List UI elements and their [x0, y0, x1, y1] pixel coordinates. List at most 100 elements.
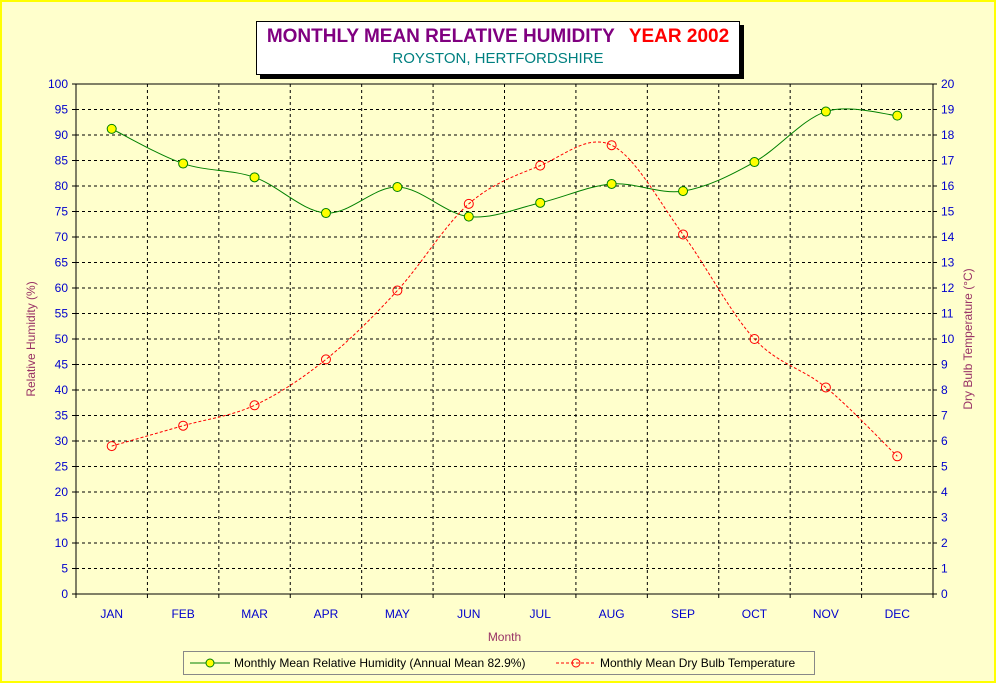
humidity-point [820, 106, 831, 117]
legend: Monthly Mean Relative Humidity (Annual M… [183, 651, 815, 675]
y-tick-label: 70 [55, 230, 69, 244]
temperature-point [749, 334, 760, 344]
temperature-point [178, 420, 189, 431]
x-tick-label: MAY [385, 607, 410, 621]
y-tick-label: 5 [61, 562, 68, 576]
y2-tick-label: 18 [941, 128, 955, 142]
x-tick-label: AUG [599, 607, 625, 621]
y-tick-label: 95 [55, 103, 69, 117]
y-tick-label: 85 [55, 154, 69, 168]
legend-humidity-label: Monthly Mean Relative Humidity (Annual M… [234, 656, 525, 670]
humidity-point [606, 178, 617, 189]
y2-tick-label: 1 [941, 562, 948, 576]
humidity-point [249, 172, 260, 183]
chart-subtitle: ROYSTON, HERTFORDSHIRE [392, 50, 604, 67]
y2-tick-label: 17 [941, 154, 955, 168]
y-tick-label: 0 [61, 587, 68, 601]
x-tick-label: JUL [530, 607, 552, 621]
y2-tick-label: 3 [941, 511, 948, 525]
temperature-point [392, 285, 403, 296]
humidity-point [320, 208, 331, 219]
humidity-point [678, 186, 689, 197]
y2-tick-label: 7 [941, 409, 948, 423]
x-axis-title: Month [488, 630, 521, 644]
y2-tick-label: 0 [941, 587, 948, 601]
temperature-line [111, 141, 898, 457]
temperature-point [535, 160, 546, 171]
x-tick-label: OCT [742, 607, 768, 621]
y2-tick-label: 13 [941, 256, 955, 270]
y-tick-label: 15 [55, 511, 69, 525]
legend-svg: Monthly Mean Relative Humidity (Annual M… [190, 656, 796, 670]
temperature-point [606, 140, 617, 151]
title-box: MONTHLY MEAN RELATIVE HUMIDITY YEAR 2002 … [256, 21, 740, 75]
y-tick-label: 10 [55, 536, 69, 550]
temperature-point [678, 229, 689, 240]
x-tick-label: FEB [171, 607, 194, 621]
y2-tick-label: 16 [941, 179, 955, 193]
y2-tick-label: 15 [941, 205, 955, 219]
x-tick-label: NOV [813, 607, 839, 621]
temperature-point [106, 441, 117, 452]
y-axis-title: Relative Humidity (%) [24, 281, 38, 396]
y2-tick-label: 4 [941, 485, 948, 499]
x-tick-label: APR [314, 607, 339, 621]
humidity-point [178, 158, 189, 169]
humidity-point [535, 197, 546, 208]
y-tick-label: 55 [55, 307, 69, 321]
x-tick-label: JAN [100, 607, 123, 621]
y2-tick-label: 8 [941, 383, 948, 397]
chart-year: YEAR 2002 [628, 26, 730, 47]
y-tick-label: 35 [55, 409, 69, 423]
y-tick-label: 45 [55, 358, 69, 372]
legend-temperature-marker [571, 658, 581, 668]
temperature-point [892, 451, 903, 462]
humidity-point [749, 157, 760, 168]
y-tick-label: 90 [55, 128, 69, 142]
y2-tick-label: 20 [941, 77, 955, 91]
chart-title: MONTHLY MEAN RELATIVE HUMIDITY [266, 26, 615, 47]
x-tick-label: SEP [671, 607, 695, 621]
y2-axis-title: Dry Bulb Temperature (°C) [961, 268, 975, 409]
x-tick-label: JUN [457, 607, 480, 621]
y2-tick-label: 10 [941, 332, 955, 346]
y-tick-label: 20 [55, 485, 69, 499]
temperature-point [820, 382, 831, 393]
y-tick-label: 100 [48, 77, 68, 91]
temperature-point [463, 198, 474, 209]
label-layer: 0510152025303540455055606570758085909510… [24, 77, 975, 644]
title-line: MONTHLY MEAN RELATIVE HUMIDITY YEAR 2002 [257, 26, 739, 48]
y2-tick-label: 6 [941, 434, 948, 448]
y-tick-label: 30 [55, 434, 69, 448]
y2-tick-label: 5 [941, 460, 948, 474]
y-tick-label: 75 [55, 205, 69, 219]
y-tick-label: 60 [55, 281, 69, 295]
y2-tick-label: 11 [941, 307, 954, 321]
y2-tick-label: 14 [941, 230, 955, 244]
series-layer [106, 106, 903, 462]
y-tick-label: 80 [55, 179, 69, 193]
temperature-point [249, 400, 260, 411]
humidity-point [106, 123, 117, 134]
axis-layer [72, 83, 937, 598]
x-tick-label: DEC [885, 607, 911, 621]
y2-tick-label: 9 [941, 358, 948, 372]
y-tick-label: 25 [55, 460, 69, 474]
legend-temperature-label: Monthly Mean Dry Bulb Temperature [600, 656, 796, 670]
y-tick-label: 50 [55, 332, 69, 346]
humidity-point [463, 211, 474, 222]
x-tick-label: MAR [241, 607, 268, 621]
y2-tick-label: 12 [941, 281, 955, 295]
y2-tick-label: 2 [941, 536, 948, 550]
humidity-point [892, 110, 903, 121]
y-tick-label: 40 [55, 383, 69, 397]
humidity-point [392, 182, 403, 193]
legend-humidity-marker [205, 658, 215, 668]
temperature-point [320, 354, 331, 365]
grid-layer [76, 84, 933, 594]
y2-tick-label: 19 [941, 103, 955, 117]
plot-border [75, 83, 934, 595]
y-tick-label: 65 [55, 256, 69, 270]
